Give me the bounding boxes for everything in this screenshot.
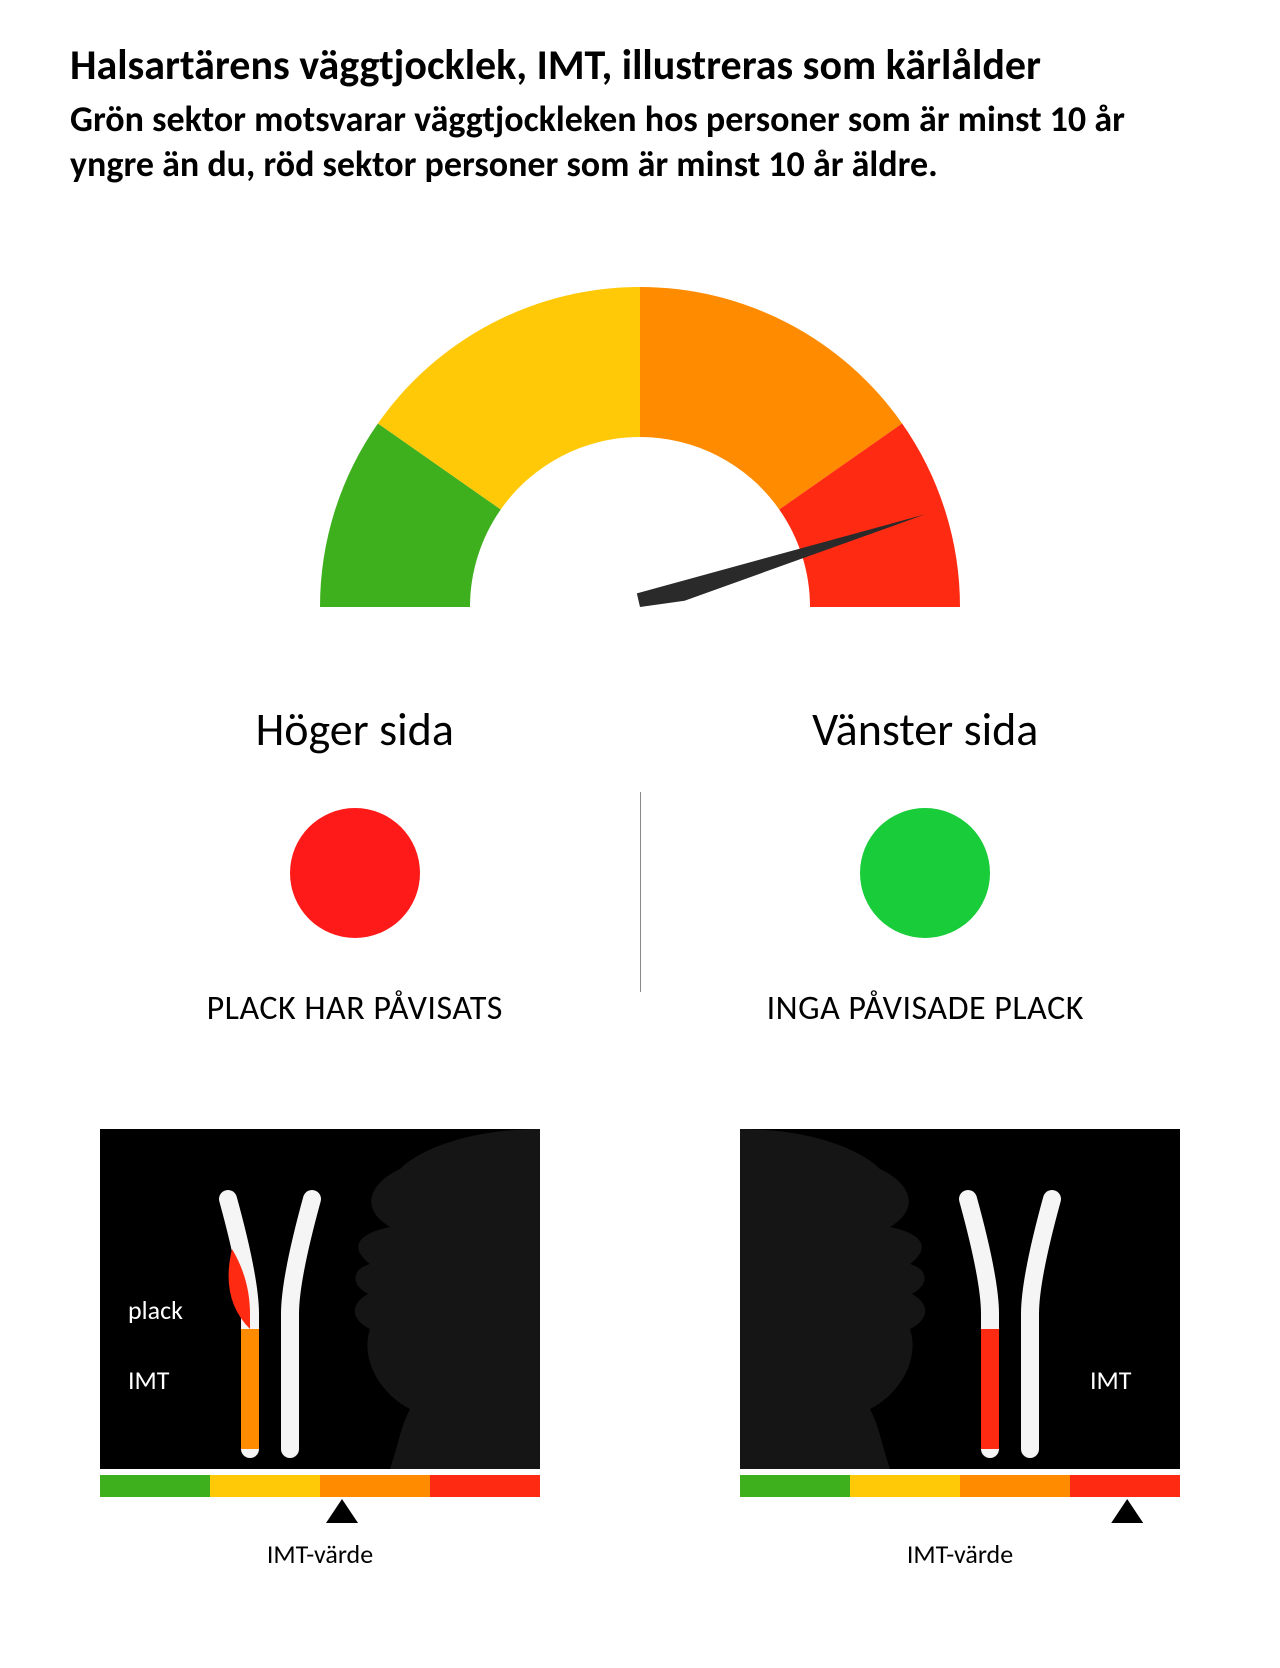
imt-value-label-left: IMT-värde	[740, 1538, 1180, 1570]
left-status-text: INGA PÅVISADE PLACK	[641, 988, 1211, 1029]
left-indicator-circle	[860, 808, 990, 938]
gauge	[70, 277, 1210, 622]
svg-text:IMT: IMT	[1090, 1364, 1132, 1396]
page-subtitle: Grön sektor motsvarar väggtjockleken hos…	[70, 97, 1210, 187]
right-status-text: PLACK HAR PÅVISATS	[70, 988, 640, 1029]
imt-value-label-right: IMT-värde	[100, 1538, 540, 1570]
left-diagram: IMT IMT-värde	[740, 1129, 1180, 1570]
right-diagram: plack IMT IMT-värde	[100, 1129, 540, 1570]
diagrams-row: plack IMT IMT-värde IMT IMT-värde	[70, 1129, 1210, 1570]
right-side: Höger sida PLACK HAR PÅVISATS	[70, 702, 640, 1029]
page-title: Halsartärens väggtjocklek, IMT, illustre…	[70, 40, 1210, 93]
left-side: Vänster sida INGA PÅVISADE PLACK	[641, 702, 1211, 1029]
left-side-title: Vänster sida	[641, 702, 1211, 758]
right-side-title: Höger sida	[70, 702, 640, 758]
svg-text:plack: plack	[128, 1294, 183, 1326]
sides-container: Höger sida PLACK HAR PÅVISATS Vänster si…	[70, 702, 1210, 1029]
right-indicator-circle	[290, 808, 420, 938]
svg-text:IMT: IMT	[128, 1364, 170, 1396]
